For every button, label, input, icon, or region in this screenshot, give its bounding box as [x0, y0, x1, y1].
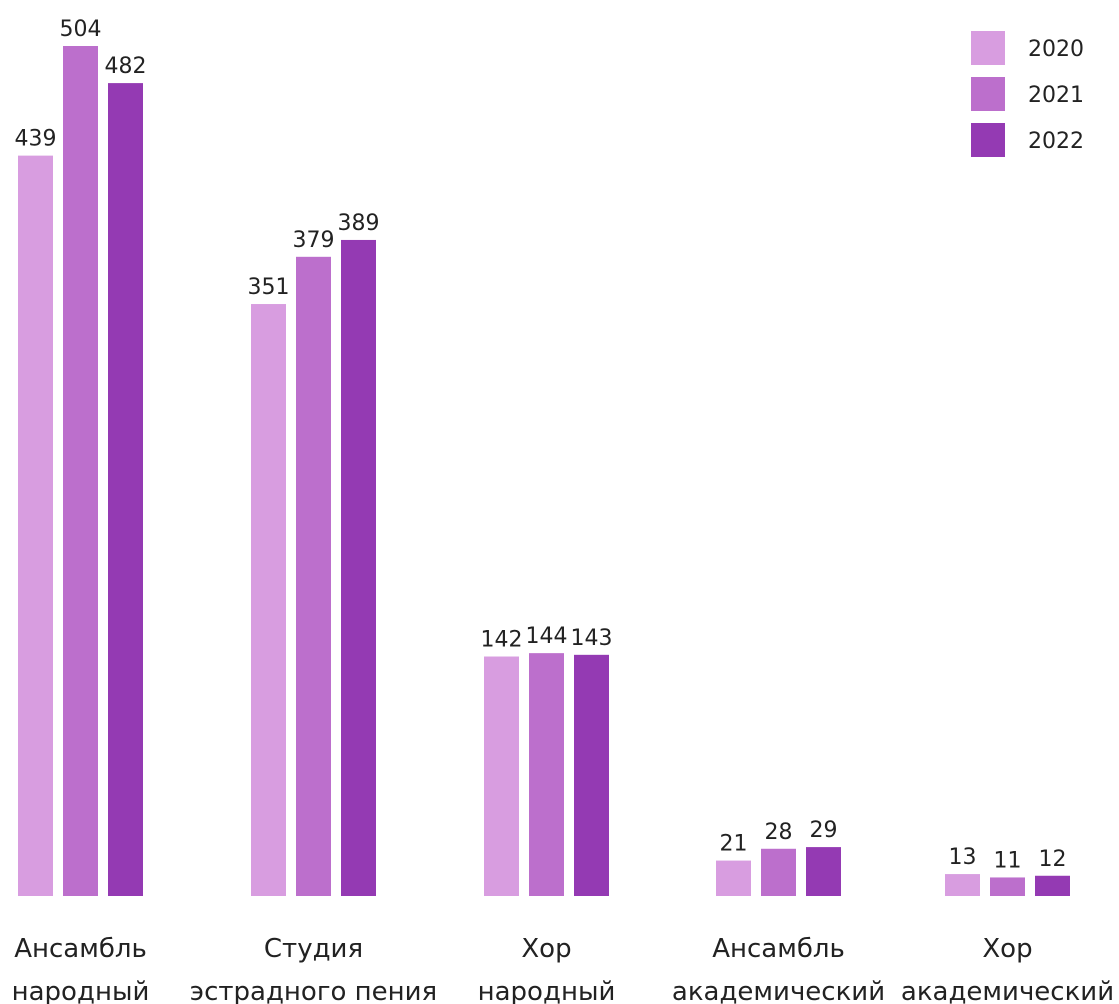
bar-2021-1	[296, 256, 331, 897]
legend-swatch-2021	[971, 77, 1005, 111]
data-label: 389	[338, 211, 380, 236]
data-label: 13	[949, 845, 977, 870]
category-label: Хор	[521, 934, 571, 964]
bar-2020-2	[484, 656, 519, 896]
bar-2022-3	[806, 847, 841, 896]
legend-label: 2020	[1028, 37, 1084, 62]
data-label: 439	[15, 127, 57, 152]
bar-2020-1	[251, 304, 286, 896]
category-labels-layer: Ансамбль народный Студия эстрадного пения Хо…	[12, 934, 1114, 1004]
category-label: Ансамбль	[712, 934, 845, 964]
bar-2021-0	[63, 46, 98, 896]
data-label: 12	[1039, 847, 1067, 872]
category-label: Хор	[982, 934, 1032, 964]
category-label: академический	[901, 977, 1114, 1004]
data-label: 28	[765, 820, 793, 845]
legend: 2020 2021 2022	[971, 31, 1084, 157]
bars-layer	[18, 46, 1070, 897]
bar-2022-2	[574, 654, 609, 896]
data-label: 142	[481, 628, 523, 653]
data-label: 21	[720, 832, 748, 857]
bar-2020-0	[18, 155, 53, 896]
bar-2022-4	[1035, 875, 1070, 896]
bar-2021-3	[761, 848, 796, 896]
bar-2022-1	[341, 239, 376, 896]
bar-2020-3	[716, 860, 751, 896]
category-label: Ансамбль	[14, 934, 147, 964]
bar-2020-4	[945, 874, 980, 896]
data-label: 482	[105, 54, 147, 79]
category-label: академический	[672, 977, 885, 1004]
data-label: 379	[293, 228, 335, 253]
data-label: 351	[248, 275, 290, 300]
legend-swatch-2022	[971, 123, 1005, 157]
category-label: Студия	[264, 934, 363, 964]
data-label: 144	[526, 624, 568, 649]
data-label: 11	[994, 848, 1022, 873]
data-label: 143	[571, 626, 613, 651]
category-label: эстрадного пения	[190, 977, 437, 1004]
legend-label: 2022	[1028, 129, 1084, 154]
data-label: 29	[810, 818, 838, 843]
category-label: народный	[478, 977, 616, 1004]
bar-2021-2	[529, 653, 564, 896]
legend-label: 2021	[1028, 83, 1084, 108]
bar-2021-4	[990, 877, 1025, 896]
category-label: народный	[12, 977, 150, 1004]
legend-swatch-2020	[971, 31, 1005, 65]
bar-2022-0	[108, 83, 143, 897]
data-label: 504	[60, 17, 102, 42]
